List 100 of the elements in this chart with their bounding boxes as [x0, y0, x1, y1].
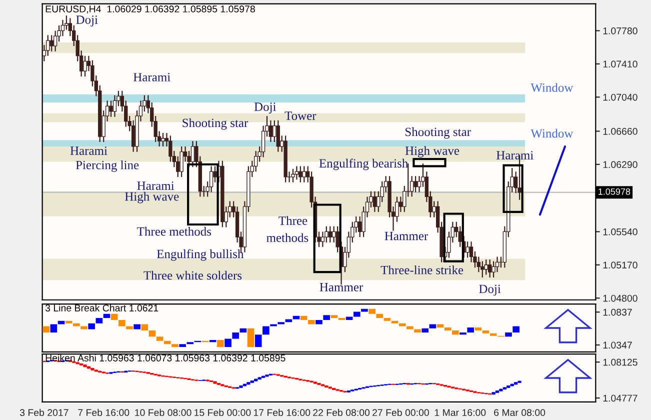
- bar: [384, 318, 391, 321]
- bar: [338, 318, 346, 320]
- annotation: Three white solders: [144, 270, 242, 280]
- candlestick: [161, 132, 165, 147]
- annotation: Hammer: [320, 283, 364, 292]
- y-tick-label: 1.08125: [603, 358, 638, 366]
- annotation: Harami: [137, 182, 174, 190]
- bar: [460, 332, 466, 335]
- bar: [240, 328, 247, 332]
- bar: [262, 326, 270, 335]
- y-tick-label: 1.06660: [603, 128, 638, 135]
- candlestick: [298, 166, 302, 183]
- candlestick: [50, 34, 54, 52]
- candlestick: [484, 258, 488, 276]
- y-tick-label: 1.0347: [603, 342, 632, 349]
- candlestick: [180, 146, 184, 178]
- chart-title: 3 Line Break Chart 1.0621: [45, 304, 158, 312]
- x-tick-label: 10 Feb 08:00: [135, 408, 192, 416]
- chart-title: EURUSD,H4 1.06029 1.06392 1.05895 1.05978: [46, 6, 255, 14]
- annotation: Three-line strike: [380, 266, 464, 274]
- candlestick: [190, 140, 195, 168]
- bar: [452, 330, 459, 335]
- annotation: High wave: [405, 146, 460, 158]
- bar: [353, 312, 360, 317]
- y-tick-label: 1.0837: [603, 308, 632, 316]
- y-tick-label: 1.05170: [603, 262, 638, 269]
- bar: [505, 332, 512, 337]
- candlestick: [332, 226, 336, 244]
- bar: [156, 336, 164, 341]
- candlestick: [83, 55, 87, 78]
- chart-title: Heiken Ashi 1.05963 1.06073 1.05963 1.06392 1.05895: [46, 354, 286, 362]
- x-tick-label: 6 Mar 08:00: [494, 409, 546, 416]
- candlestick: [276, 120, 280, 152]
- y-tick-label: 1.07780: [603, 27, 638, 34]
- candlestick: [213, 166, 217, 183]
- bar: [96, 318, 103, 324]
- candlestick: [328, 226, 332, 244]
- bar: [414, 329, 421, 332]
- band-label: Window: [530, 83, 574, 92]
- annotation: Shooting star: [406, 127, 471, 139]
- x-tick-label: 15 Feb 00:00: [194, 408, 251, 416]
- bar: [512, 326, 520, 332]
- bar: [172, 344, 178, 348]
- annotation: Engulfing bearish: [319, 158, 408, 170]
- bar: [50, 324, 58, 332]
- bar: [118, 320, 126, 326]
- candlestick: [294, 166, 299, 180]
- candlestick: [466, 241, 470, 258]
- bar: [42, 326, 50, 332]
- annotation: Doji: [254, 102, 276, 114]
- bar: [444, 328, 452, 330]
- candlestick: [131, 120, 136, 152]
- annotation: Piercing line: [76, 160, 139, 172]
- candlestick: [291, 168, 295, 183]
- bar: [490, 333, 497, 336]
- band-label: Window: [530, 128, 574, 138]
- bar: [164, 340, 171, 344]
- x-tick-label: 27 Feb 00:00: [372, 408, 429, 416]
- y-tick-label: 1.04777: [603, 394, 638, 402]
- bar: [346, 316, 353, 320]
- bar: [110, 314, 118, 320]
- x-tick-label: 7 Feb 16:00: [78, 408, 130, 416]
- bar: [65, 320, 72, 324]
- candlestick: [209, 166, 214, 193]
- y-tick-label: 1.05540: [603, 228, 638, 236]
- ref-line-label: 1.05978: [598, 188, 630, 195]
- bar: [398, 323, 406, 326]
- y-tick-label: 1.06290: [603, 161, 638, 168]
- annotation: Hammer: [384, 232, 428, 240]
- y-tick-label: 1.07410: [603, 60, 638, 68]
- y-tick-label: 1.04800: [603, 294, 638, 302]
- candlestick: [358, 216, 362, 238]
- x-tick-label: 1 Mar 16:00: [434, 409, 486, 416]
- bar: [436, 324, 444, 328]
- bar: [300, 316, 308, 320]
- annotation: Doji: [479, 284, 501, 296]
- annotation: Three methods: [137, 226, 212, 236]
- annotation: Doji: [76, 16, 98, 26]
- bar: [141, 324, 148, 330]
- candlestick: [112, 94, 117, 118]
- candlestick: [302, 166, 306, 183]
- bar: [391, 320, 398, 324]
- bar: [224, 338, 232, 348]
- candlestick: [109, 100, 113, 118]
- annotation: Harami: [70, 146, 108, 155]
- bar: [316, 320, 322, 324]
- bar: [330, 315, 338, 318]
- bar: [323, 315, 330, 320]
- bar: [368, 308, 376, 314]
- candlestick: [336, 226, 340, 253]
- bar: [285, 319, 292, 322]
- annotation: methods: [266, 233, 308, 242]
- bar: [482, 330, 490, 334]
- bar: [247, 328, 254, 348]
- bar: [179, 344, 186, 348]
- x-tick-label: 17 Feb 16:00: [254, 408, 310, 416]
- candlestick: [272, 120, 276, 143]
- bar: [103, 314, 110, 318]
- bar: [429, 324, 436, 328]
- bar: [217, 340, 224, 348]
